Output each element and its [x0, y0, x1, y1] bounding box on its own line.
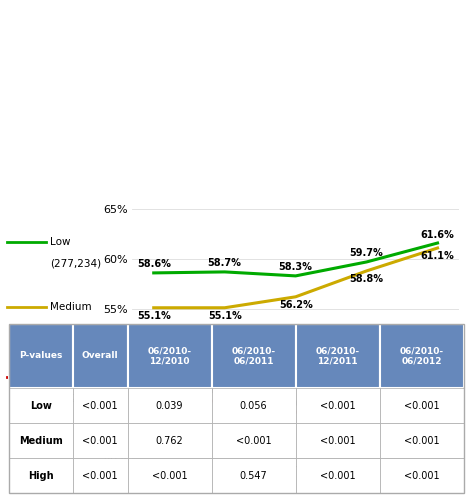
Bar	[296, 324, 379, 388]
Bar	[128, 458, 211, 493]
Text: 06/2010-
06/2012: 06/2010- 06/2012	[400, 346, 444, 366]
Bar	[211, 388, 296, 423]
Bar	[73, 388, 128, 423]
Text: 06/2010-
06/2011: 06/2010- 06/2011	[231, 346, 276, 366]
Text: 47.0%: 47.0%	[350, 375, 384, 385]
Text: 0.039: 0.039	[156, 400, 183, 410]
Bar	[73, 458, 128, 493]
Bar	[296, 388, 379, 423]
Text: <0.001: <0.001	[320, 436, 355, 446]
Text: 06/2010-
12/2010: 06/2010- 12/2010	[148, 346, 192, 366]
Bar	[9, 458, 73, 493]
Text: (277,234): (277,234)	[50, 259, 101, 269]
Text: 44.5%: 44.5%	[137, 400, 171, 410]
Text: 59.7%: 59.7%	[350, 249, 384, 258]
Text: 58.7%: 58.7%	[208, 258, 242, 268]
Bar	[211, 423, 296, 458]
Bar	[211, 458, 296, 493]
Text: 0.056: 0.056	[240, 400, 267, 410]
Bar	[128, 324, 211, 388]
Bar	[211, 324, 296, 388]
Text: 49.0%: 49.0%	[420, 355, 455, 365]
Bar	[9, 324, 73, 388]
Text: <0.001: <0.001	[320, 471, 355, 481]
Bar	[379, 388, 464, 423]
Text: 61.6%: 61.6%	[420, 230, 455, 240]
Text: Low: Low	[50, 237, 71, 247]
Text: <0.001: <0.001	[236, 436, 272, 446]
Bar	[379, 423, 464, 458]
Bar	[296, 458, 379, 493]
Text: High: High	[50, 372, 74, 381]
Text: 58.8%: 58.8%	[350, 274, 384, 284]
Text: Medium: Medium	[50, 302, 92, 312]
Text: 61.1%: 61.1%	[420, 251, 455, 261]
Text: 56.2%: 56.2%	[279, 300, 313, 310]
Text: 55.1%: 55.1%	[137, 311, 171, 321]
Text: 0.762: 0.762	[156, 436, 184, 446]
Bar	[128, 388, 211, 423]
Text: 46.0%: 46.0%	[208, 385, 242, 395]
Bar	[73, 423, 128, 458]
Bar	[9, 388, 73, 423]
Text: <0.001: <0.001	[404, 471, 439, 481]
Text: Low: Low	[30, 400, 52, 410]
Text: (58,214): (58,214)	[50, 324, 95, 334]
Text: 0.547: 0.547	[240, 471, 267, 481]
Text: <0.001: <0.001	[320, 400, 355, 410]
Text: 55.1%: 55.1%	[208, 311, 242, 321]
Text: <0.001: <0.001	[404, 436, 439, 446]
Bar	[296, 423, 379, 458]
Text: <0.001: <0.001	[152, 471, 187, 481]
Bar	[9, 423, 73, 458]
Text: 58.3%: 58.3%	[279, 262, 313, 272]
Text: P-values: P-values	[19, 352, 63, 361]
Text: Medium: Medium	[19, 436, 63, 446]
Text: 58.6%: 58.6%	[137, 259, 171, 269]
Bar	[73, 324, 128, 388]
Text: <0.001: <0.001	[82, 471, 118, 481]
Text: High: High	[28, 471, 54, 481]
Bar	[379, 458, 464, 493]
Bar	[128, 423, 211, 458]
Text: 44.6%: 44.6%	[279, 399, 313, 409]
Text: (98,214): (98,214)	[50, 393, 95, 403]
Text: <0.001: <0.001	[404, 400, 439, 410]
Text: Overall: Overall	[82, 352, 119, 361]
Text: <0.001: <0.001	[82, 400, 118, 410]
Text: <0.001: <0.001	[82, 436, 118, 446]
Bar	[379, 324, 464, 388]
Text: 06/2010-
12/2011: 06/2010- 12/2011	[315, 346, 359, 366]
